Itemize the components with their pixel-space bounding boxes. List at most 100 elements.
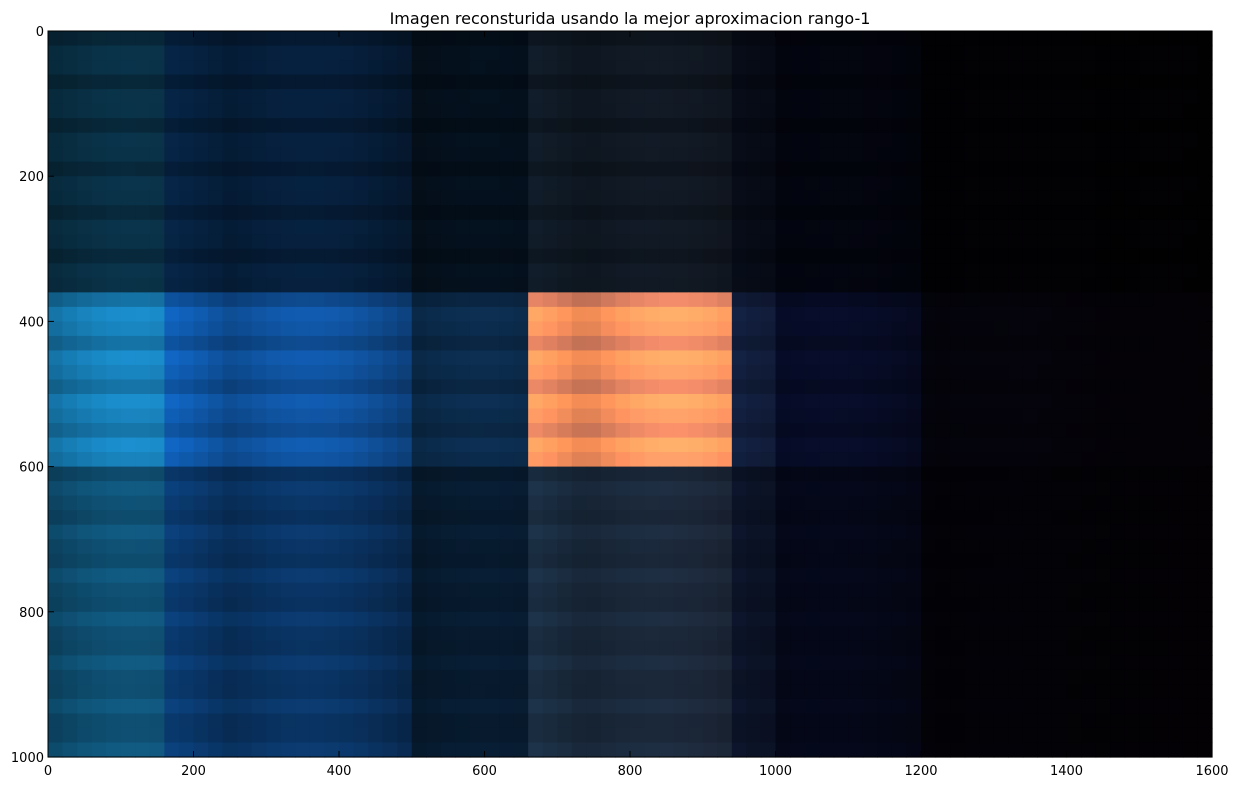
- image-cell: [1037, 147, 1053, 163]
- image-cell: [891, 248, 908, 264]
- image-cell: [528, 394, 544, 410]
- image-cell: [964, 539, 980, 555]
- image-cell: [862, 306, 878, 322]
- image-cell: [222, 524, 238, 540]
- image-cell: [717, 263, 733, 279]
- image-cell: [48, 626, 64, 642]
- image-cell: [237, 74, 253, 90]
- image-cell: [222, 74, 238, 90]
- image-cell: [1153, 626, 1169, 642]
- image-cell: [353, 176, 369, 192]
- image-cell: [804, 524, 820, 540]
- image-cell: [1095, 582, 1111, 598]
- image-cell: [309, 103, 326, 119]
- image-cell: [1081, 263, 1097, 279]
- image-cell: [91, 539, 107, 555]
- image-cell: [790, 640, 806, 656]
- image-cell: [309, 248, 326, 264]
- image-cell: [193, 74, 209, 90]
- image-cell: [353, 524, 369, 540]
- image-cell: [790, 655, 806, 671]
- image-cell: [790, 350, 806, 366]
- image-cell: [702, 89, 718, 105]
- image-cell: [775, 31, 791, 47]
- image-cell: [862, 103, 878, 119]
- image-cell: [659, 292, 675, 308]
- image-cell: [48, 510, 64, 526]
- image-cell: [819, 234, 835, 250]
- image-cell: [586, 553, 602, 569]
- image-cell: [528, 466, 544, 482]
- image-cell: [964, 45, 980, 61]
- image-cell: [295, 306, 311, 322]
- image-cell: [528, 234, 544, 250]
- image-cell: [586, 263, 602, 279]
- image-cell: [77, 292, 93, 308]
- image-cell: [1022, 452, 1038, 468]
- image-cell: [862, 466, 878, 482]
- image-cell: [77, 582, 93, 598]
- image-cell: [411, 277, 427, 293]
- image-cell: [848, 611, 864, 627]
- image-cell: [368, 684, 384, 700]
- image-cell: [862, 626, 878, 642]
- image-cell: [309, 277, 326, 293]
- image-cell: [1008, 248, 1024, 264]
- image-cell: [673, 263, 689, 279]
- image-cell: [993, 582, 1009, 598]
- image-cell: [819, 539, 835, 555]
- image-cell: [731, 655, 747, 671]
- image-cell: [731, 684, 747, 700]
- image-cell: [484, 248, 500, 264]
- image-cell: [1124, 437, 1140, 453]
- image-cell: [513, 263, 529, 279]
- image-cell: [688, 219, 704, 235]
- image-cell: [1095, 277, 1111, 293]
- image-cell: [455, 350, 471, 366]
- image-cell: [804, 321, 820, 337]
- image-cell: [1081, 684, 1097, 700]
- image-cell: [1124, 118, 1140, 134]
- image-cell: [586, 248, 602, 264]
- image-cell: [1197, 742, 1213, 758]
- image-cell: [950, 31, 966, 47]
- image-cell: [77, 205, 93, 221]
- image-cell: [1153, 103, 1169, 119]
- image-cell: [106, 306, 122, 322]
- image-cell: [1037, 277, 1053, 293]
- image-cell: [1051, 437, 1068, 453]
- image-cell: [819, 408, 835, 424]
- image-cell: [790, 219, 806, 235]
- image-cell: [237, 524, 253, 540]
- image-cell: [1037, 466, 1053, 482]
- image-cell: [353, 335, 369, 352]
- image-cell: [1110, 248, 1126, 264]
- image-cell: [833, 335, 849, 352]
- image-cell: [106, 219, 122, 235]
- image-cell: [1139, 205, 1155, 221]
- image-cell: [353, 684, 369, 700]
- image-cell: [804, 190, 820, 206]
- image-cell: [1008, 568, 1024, 584]
- image-cell: [91, 481, 107, 497]
- image-cell: [339, 568, 355, 584]
- image-cell: [542, 553, 558, 569]
- image-cell: [1066, 219, 1082, 235]
- image-cell: [746, 60, 762, 76]
- image-cell: [324, 510, 340, 526]
- image-cell: [979, 524, 995, 540]
- image-cell: [1168, 698, 1184, 715]
- image-cell: [644, 118, 660, 134]
- image-cell: [1081, 524, 1097, 540]
- image-cell: [659, 452, 675, 468]
- image-cell: [862, 727, 878, 744]
- image-cell: [819, 452, 835, 468]
- image-cell: [644, 335, 660, 352]
- image-cell: [149, 306, 165, 322]
- image-cell: [120, 684, 136, 700]
- image-cell: [339, 655, 355, 671]
- image-cell: [1168, 205, 1184, 221]
- image-cell: [48, 89, 64, 105]
- image-cell: [91, 118, 107, 134]
- image-cell: [222, 495, 238, 511]
